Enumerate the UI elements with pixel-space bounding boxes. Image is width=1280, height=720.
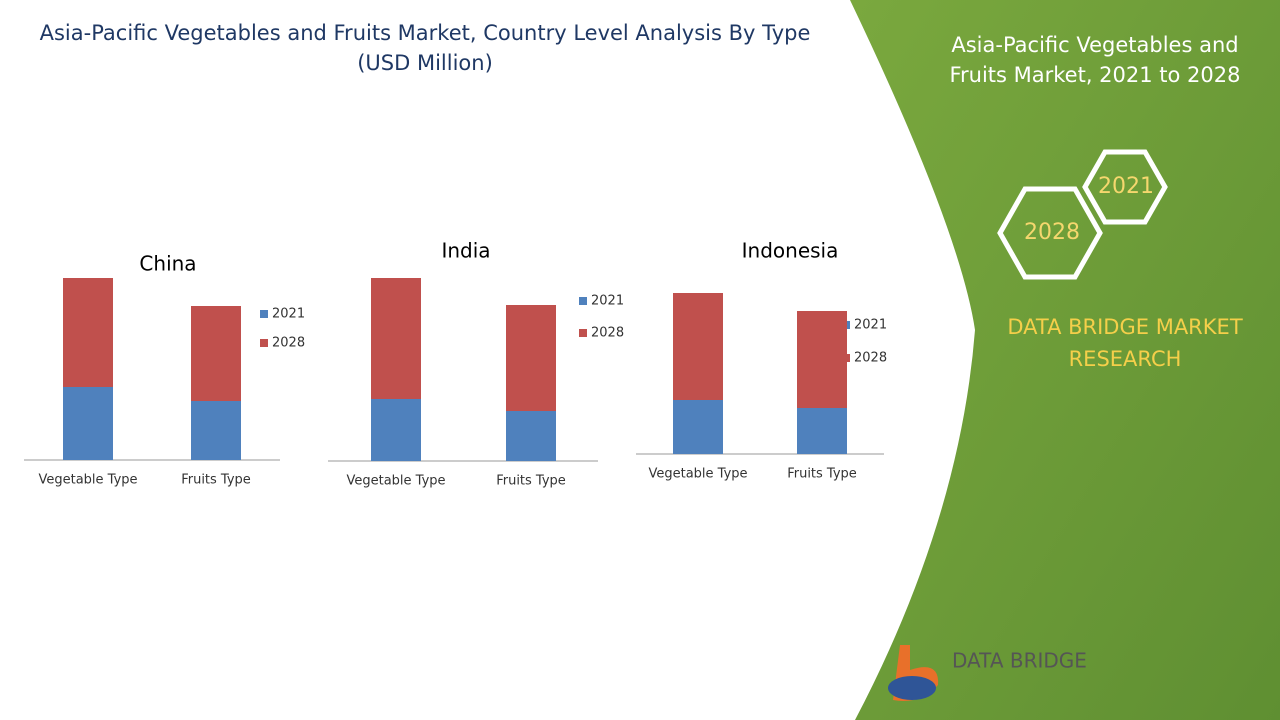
x-tick-label: Vegetable Type: [648, 467, 747, 482]
bar-segment: [673, 400, 723, 454]
bar-segment: [506, 305, 556, 411]
legend-swatch: [260, 339, 268, 347]
logo-text: DATA BRIDGE: [952, 649, 1087, 673]
hex-label: 2028: [1024, 220, 1080, 245]
bar-segment: [506, 411, 556, 461]
legend-swatch: [579, 297, 587, 305]
chart-title: Indonesia: [742, 239, 839, 263]
legend-label: 2028: [591, 326, 624, 341]
legend-label: 2028: [272, 336, 305, 351]
bar-segment: [673, 293, 723, 400]
bar-segment: [63, 278, 113, 387]
bar-segment: [797, 408, 847, 454]
bar-segment: [371, 399, 421, 461]
legend-swatch: [260, 310, 268, 318]
bar-segment: [191, 306, 241, 401]
chart-title: China: [139, 252, 196, 276]
x-tick-label: Fruits Type: [787, 467, 857, 482]
brand: DATA BRIDGE MARKET RESEARCH: [1007, 315, 1243, 371]
x-tick-label: Fruits Type: [181, 473, 251, 488]
legend-swatch: [579, 329, 587, 337]
side-title: Asia-Pacific Vegetables and Fruits Marke…: [949, 33, 1241, 87]
hexagon: [997, 186, 1103, 280]
chart-title: India: [441, 239, 490, 263]
legend-label: 2021: [272, 307, 305, 322]
title: Asia-Pacific Vegetables and Fruits Marke…: [39, 21, 811, 75]
legend-label: 2028: [854, 351, 887, 366]
bar-segment: [191, 401, 241, 460]
legend-label: 2021: [854, 318, 887, 333]
hexagon: [1082, 149, 1168, 225]
x-tick-label: Vegetable Type: [38, 473, 137, 488]
bar-segment: [63, 387, 113, 460]
bar-segment: [797, 311, 847, 408]
logo-icon: [888, 676, 936, 700]
x-tick-label: Vegetable Type: [346, 474, 445, 489]
legend-swatch: [842, 354, 850, 362]
x-tick-label: Fruits Type: [496, 474, 566, 489]
bar-segment: [371, 278, 421, 399]
legend-label: 2021: [591, 294, 624, 309]
side-panel-bg: [850, 0, 1280, 720]
hex-label: 2021: [1098, 174, 1154, 199]
